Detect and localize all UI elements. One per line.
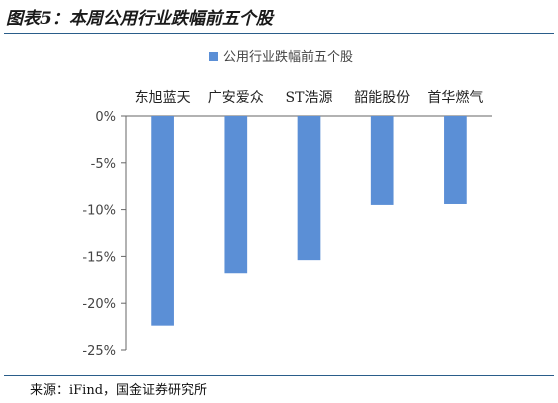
category-label: ST浩源 <box>286 90 333 106</box>
y-tick-label: -15% <box>82 250 116 265</box>
y-tick-label: -5% <box>91 157 116 172</box>
bar <box>444 116 467 204</box>
y-tick-label: -25% <box>82 344 116 359</box>
y-tick-label: -20% <box>82 297 116 312</box>
source-rule <box>4 375 554 376</box>
bar <box>151 116 174 326</box>
legend-swatch <box>209 52 218 61</box>
bar <box>297 116 321 261</box>
y-tick-label: -10% <box>82 204 116 219</box>
category-label: 首华燃气 <box>427 89 483 106</box>
y-tick-label: 0% <box>95 110 116 125</box>
bar <box>370 116 394 205</box>
title-rule <box>4 33 554 34</box>
source-note: 来源：iFind，国金证券研究所 <box>30 383 208 398</box>
category-label: 韶能股份 <box>354 90 410 106</box>
category-label: 东旭蓝天 <box>135 90 191 106</box>
bar <box>224 116 248 274</box>
figure-title: 图表5：本周公用行业跌幅前五个股 <box>6 9 273 29</box>
legend-label: 公用行业跌幅前五个股 <box>223 49 353 65</box>
category-label: 广安爱众 <box>208 90 264 106</box>
